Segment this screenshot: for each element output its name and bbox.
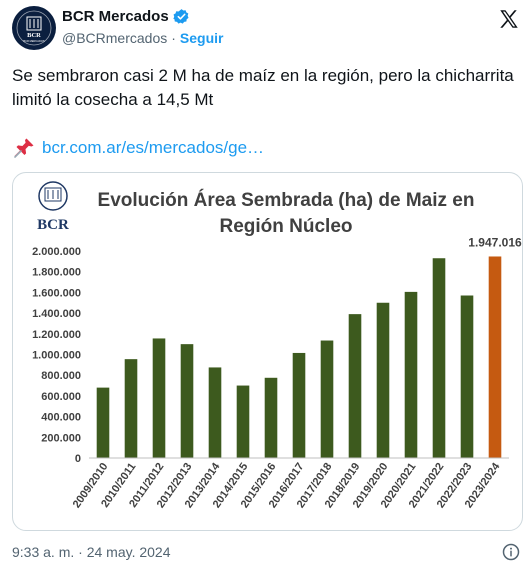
y-tick-label: 1.000.000: [32, 350, 81, 362]
y-tick-label: 600.000: [41, 391, 81, 403]
y-tick-label: 0: [75, 453, 81, 465]
verified-badge-icon: [173, 9, 189, 24]
y-tick-label: 800.000: [41, 370, 81, 382]
bar-2021/2022: [432, 258, 446, 458]
bar-2020/2021: [404, 291, 418, 458]
svg-text:BCR: BCR: [27, 32, 41, 39]
bar-2018/2019: [348, 314, 362, 458]
handle-row: @BCRmercados · Seguir: [62, 30, 224, 46]
y-tick-label: 2.000.000: [32, 246, 81, 258]
chart-title-line-1: Evolución Área Sembrada (ha) de Maiz en: [98, 189, 475, 211]
tweet-header: BCR BCR MERCADOS BCR Mercados @BCRmercad…: [12, 6, 520, 52]
bar-2010/2011: [124, 359, 138, 458]
bar-2017/2018: [320, 340, 334, 458]
bar-2014/2015: [236, 385, 250, 458]
follow-button[interactable]: Seguir: [179, 30, 224, 46]
bar-2022/2023: [460, 295, 474, 458]
bar-2015/2016: [264, 377, 278, 458]
bar-2016/2017: [292, 352, 306, 458]
bar-2012/2013: [180, 344, 194, 458]
separator-dot: ·: [171, 30, 176, 46]
highlight-data-label: 1.947.016: [468, 235, 522, 249]
svg-text:BCR MERCADOS: BCR MERCADOS: [23, 39, 44, 43]
link-row: bcr.com.ar/es/mercados/ge…: [12, 136, 264, 160]
account-avatar[interactable]: BCR BCR MERCADOS: [12, 6, 56, 50]
article-link[interactable]: bcr.com.ar/es/mercados/ge…: [42, 138, 265, 157]
y-tick-label: 1.400.000: [32, 308, 81, 320]
y-tick-label: 1.800.000: [32, 267, 81, 279]
y-tick-label: 200.000: [41, 432, 81, 444]
tweet-media-image[interactable]: BCR Evolución Área Sembrada (ha) de Maiz…: [12, 172, 523, 531]
bar-2013/2014: [208, 367, 222, 458]
bar-2011/2012: [152, 338, 166, 458]
tweet-timestamp[interactable]: 9:33 a. m. · 24 may. 2024: [12, 544, 171, 560]
bar-2023/2024: [488, 256, 502, 458]
tweet-text: Se sembraron casi 2 M ha de maíz en la r…: [12, 66, 514, 109]
svg-text:BCR: BCR: [37, 217, 69, 233]
y-tick-label: 1.200.000: [32, 329, 81, 341]
bar-2019/2020: [376, 302, 390, 458]
name-row: BCR Mercados: [62, 8, 190, 25]
chart-title-line-2: Región Núcleo: [219, 216, 352, 237]
y-axis: 0 200.000 400.000 600.000 800.000 1.000.000 1.…: [32, 246, 81, 465]
chart-logo: BCR: [37, 181, 69, 233]
pushpin-icon: [14, 138, 34, 158]
info-icon[interactable]: [502, 543, 520, 561]
account-name[interactable]: BCR Mercados: [62, 8, 169, 25]
area-chart: BCR Evolución Área Sembrada (ha) de Maiz…: [32, 181, 522, 510]
x-logo-icon[interactable]: [498, 8, 520, 30]
x-axis: 2009/20102010/20112011/20122012/20132013…: [71, 457, 509, 510]
y-tick-label: 1.600.000: [32, 287, 81, 299]
bar-2009/2010: [96, 387, 110, 458]
y-tick-label: 400.000: [41, 412, 81, 424]
bars: 1.947.016: [96, 235, 522, 458]
account-handle[interactable]: @BCRmercados: [62, 30, 168, 46]
